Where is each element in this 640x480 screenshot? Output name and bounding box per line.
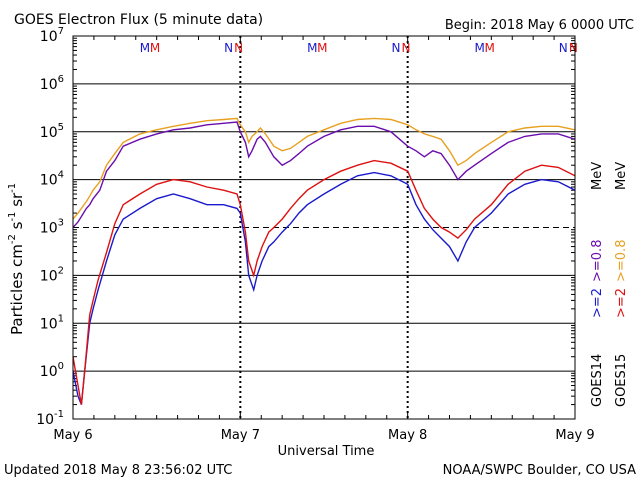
marker-m: M: [474, 41, 484, 55]
y-tick-label: 10-1: [36, 409, 64, 428]
series-line-2: [73, 171, 575, 405]
marker-m: M: [140, 41, 150, 55]
y-tick-label: 100: [40, 361, 64, 380]
legend-goes15-ge08: >=0.8: [614, 240, 629, 282]
marker-n: N: [569, 41, 578, 55]
marker-n: N: [391, 41, 400, 55]
legend-goes14-ge08: >=0.8: [590, 240, 605, 282]
x-tick-label: May 8: [388, 428, 427, 443]
legend-goes15-label: GOES15: [614, 354, 629, 407]
marker-n: N: [224, 41, 233, 55]
marker-m: M: [484, 41, 494, 55]
marker-n: N: [402, 41, 411, 55]
y-tick-label: 107: [40, 26, 64, 45]
legend-unit-14: MeV: [590, 162, 605, 190]
marker-n: N: [559, 41, 568, 55]
marker-n: N: [234, 41, 243, 55]
plot-frame: [72, 35, 576, 420]
y-tick-label: 103: [40, 218, 64, 237]
y-tick-label: 104: [40, 170, 64, 189]
y-tick-label: 102: [40, 265, 64, 284]
marker-m: M: [307, 41, 317, 55]
series-line-1: [73, 117, 575, 220]
legend: GOES14 GOES15 >=2 >=0.8 >=2 >=0.8 MeV MeV: [590, 162, 629, 407]
marker-m: M: [150, 41, 160, 55]
y-tick-label: 101: [40, 313, 64, 332]
legend-goes14-ge2: >=2: [590, 288, 605, 318]
x-tick-label: May 7: [221, 428, 260, 443]
legend-goes14-label: GOES14: [590, 354, 605, 407]
x-tick-label: May 6: [53, 428, 92, 443]
y-axis-label: Particles cm-2 s-1 sr-1: [7, 183, 26, 335]
y-tick-label: 106: [40, 74, 64, 93]
series-line-0: [73, 121, 575, 228]
legend-unit-15: MeV: [614, 162, 629, 190]
chart-title: GOES Electron Flux (5 minute data): [14, 12, 263, 28]
updated-timestamp: Updated 2018 May 8 23:56:02 UTC: [4, 463, 232, 478]
series-line-3: [73, 159, 575, 405]
credit-text: NOAA/SWPC Boulder, CO USA: [443, 463, 636, 478]
begin-timestamp: Begin: 2018 May 6 0000 UTC: [445, 18, 634, 33]
marker-m: M: [317, 41, 327, 55]
y-tick-label: 105: [40, 122, 64, 141]
legend-goes15-ge2: >=2: [614, 288, 629, 318]
x-tick-label: May 9: [555, 428, 594, 443]
x-axis-label: Universal Time: [278, 444, 375, 459]
